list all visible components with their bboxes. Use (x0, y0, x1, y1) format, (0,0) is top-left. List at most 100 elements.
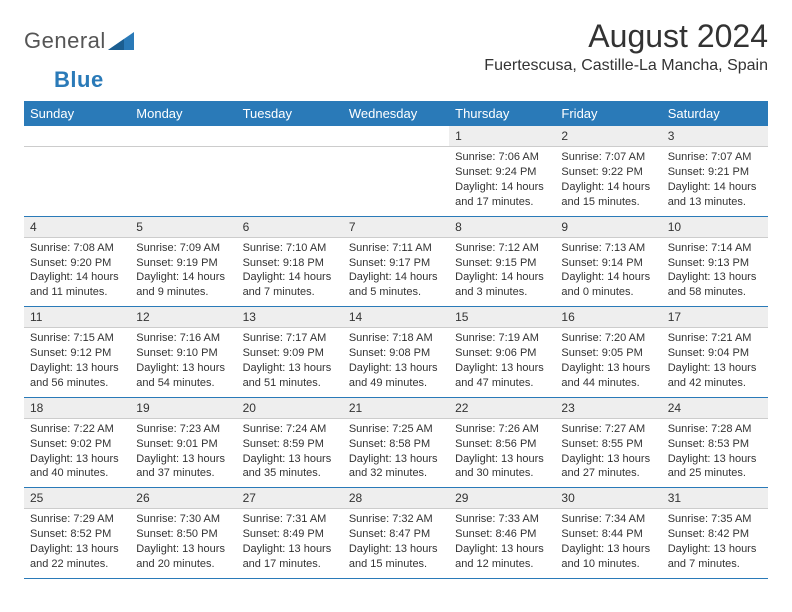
daylight-text: Daylight: 13 hours and 37 minutes. (136, 452, 230, 482)
daylight-text: Daylight: 13 hours and 27 minutes. (561, 452, 655, 482)
week-row: Sunrise: 7:15 AMSunset: 9:12 PMDaylight:… (24, 328, 768, 397)
day-content-cell: Sunrise: 7:29 AMSunset: 8:52 PMDaylight:… (24, 509, 130, 578)
day-content-cell: Sunrise: 7:17 AMSunset: 9:09 PMDaylight:… (237, 328, 343, 397)
sunset-text: Sunset: 9:18 PM (243, 256, 337, 271)
week-row: Sunrise: 7:22 AMSunset: 9:02 PMDaylight:… (24, 418, 768, 487)
sunset-text: Sunset: 9:09 PM (243, 346, 337, 361)
sunset-text: Sunset: 8:50 PM (136, 527, 230, 542)
day-number-cell: 14 (343, 307, 449, 328)
day-number-cell: 1 (449, 126, 555, 147)
sunset-text: Sunset: 8:55 PM (561, 437, 655, 452)
sunrise-text: Sunrise: 7:27 AM (561, 422, 655, 437)
daylight-text: Daylight: 14 hours and 17 minutes. (455, 180, 549, 210)
day-content-cell: Sunrise: 7:34 AMSunset: 8:44 PMDaylight:… (555, 509, 661, 578)
sunrise-text: Sunrise: 7:14 AM (668, 241, 762, 256)
day-number-cell: 30 (555, 488, 661, 509)
daylight-text: Daylight: 13 hours and 56 minutes. (30, 361, 124, 391)
day-content-cell: Sunrise: 7:06 AMSunset: 9:24 PMDaylight:… (449, 147, 555, 216)
sunset-text: Sunset: 9:19 PM (136, 256, 230, 271)
sunrise-text: Sunrise: 7:34 AM (561, 512, 655, 527)
day-number-cell: 15 (449, 307, 555, 328)
day-content-cell: Sunrise: 7:20 AMSunset: 9:05 PMDaylight:… (555, 328, 661, 397)
day-number-cell: 11 (24, 307, 130, 328)
sunset-text: Sunset: 8:44 PM (561, 527, 655, 542)
day-number-cell: 8 (449, 216, 555, 237)
daylight-text: Daylight: 13 hours and 20 minutes. (136, 542, 230, 572)
sunset-text: Sunset: 9:15 PM (455, 256, 549, 271)
sunset-text: Sunset: 9:21 PM (668, 165, 762, 180)
day-number-cell: 25 (24, 488, 130, 509)
sunset-text: Sunset: 9:06 PM (455, 346, 549, 361)
day-content-cell (343, 147, 449, 216)
day-content-cell (130, 147, 236, 216)
daylight-text: Daylight: 13 hours and 25 minutes. (668, 452, 762, 482)
sunrise-text: Sunrise: 7:33 AM (455, 512, 549, 527)
sunrise-text: Sunrise: 7:07 AM (561, 150, 655, 165)
sunrise-text: Sunrise: 7:16 AM (136, 331, 230, 346)
day-number-cell (237, 126, 343, 147)
weekday-header: Thursday (449, 101, 555, 126)
sunrise-text: Sunrise: 7:06 AM (455, 150, 549, 165)
daylight-text: Daylight: 14 hours and 11 minutes. (30, 270, 124, 300)
daylight-text: Daylight: 14 hours and 13 minutes. (668, 180, 762, 210)
day-content-cell: Sunrise: 7:08 AMSunset: 9:20 PMDaylight:… (24, 237, 130, 306)
sunrise-text: Sunrise: 7:20 AM (561, 331, 655, 346)
daylight-text: Daylight: 13 hours and 10 minutes. (561, 542, 655, 572)
day-content-cell: Sunrise: 7:14 AMSunset: 9:13 PMDaylight:… (662, 237, 768, 306)
daylight-text: Daylight: 13 hours and 12 minutes. (455, 542, 549, 572)
sunset-text: Sunset: 8:59 PM (243, 437, 337, 452)
sunset-text: Sunset: 9:12 PM (30, 346, 124, 361)
day-content-cell: Sunrise: 7:21 AMSunset: 9:04 PMDaylight:… (662, 328, 768, 397)
sunrise-text: Sunrise: 7:25 AM (349, 422, 443, 437)
day-number-row: 25262728293031 (24, 488, 768, 509)
sunset-text: Sunset: 9:13 PM (668, 256, 762, 271)
day-content-cell: Sunrise: 7:16 AMSunset: 9:10 PMDaylight:… (130, 328, 236, 397)
day-number-cell: 5 (130, 216, 236, 237)
sunset-text: Sunset: 9:05 PM (561, 346, 655, 361)
day-number-cell: 2 (555, 126, 661, 147)
sunrise-text: Sunrise: 7:08 AM (30, 241, 124, 256)
day-number-cell: 23 (555, 397, 661, 418)
sunset-text: Sunset: 9:08 PM (349, 346, 443, 361)
sunset-text: Sunset: 9:02 PM (30, 437, 124, 452)
daylight-text: Daylight: 13 hours and 32 minutes. (349, 452, 443, 482)
sunrise-text: Sunrise: 7:21 AM (668, 331, 762, 346)
daylight-text: Daylight: 13 hours and 47 minutes. (455, 361, 549, 391)
day-number-cell: 19 (130, 397, 236, 418)
day-content-cell: Sunrise: 7:09 AMSunset: 9:19 PMDaylight:… (130, 237, 236, 306)
day-number-cell (130, 126, 236, 147)
day-content-cell: Sunrise: 7:22 AMSunset: 9:02 PMDaylight:… (24, 418, 130, 487)
daylight-text: Daylight: 13 hours and 15 minutes. (349, 542, 443, 572)
month-title: August 2024 (484, 18, 768, 55)
sunrise-text: Sunrise: 7:32 AM (349, 512, 443, 527)
week-row: Sunrise: 7:06 AMSunset: 9:24 PMDaylight:… (24, 147, 768, 216)
daylight-text: Daylight: 13 hours and 42 minutes. (668, 361, 762, 391)
day-number-cell: 4 (24, 216, 130, 237)
sunset-text: Sunset: 8:42 PM (668, 527, 762, 542)
daylight-text: Daylight: 14 hours and 9 minutes. (136, 270, 230, 300)
sunset-text: Sunset: 8:49 PM (243, 527, 337, 542)
day-number-cell: 18 (24, 397, 130, 418)
day-content-cell: Sunrise: 7:28 AMSunset: 8:53 PMDaylight:… (662, 418, 768, 487)
day-content-cell: Sunrise: 7:33 AMSunset: 8:46 PMDaylight:… (449, 509, 555, 578)
day-content-cell: Sunrise: 7:19 AMSunset: 9:06 PMDaylight:… (449, 328, 555, 397)
daylight-text: Daylight: 13 hours and 30 minutes. (455, 452, 549, 482)
day-number-cell: 10 (662, 216, 768, 237)
sunset-text: Sunset: 8:52 PM (30, 527, 124, 542)
daylight-text: Daylight: 13 hours and 51 minutes. (243, 361, 337, 391)
daylight-text: Daylight: 13 hours and 58 minutes. (668, 270, 762, 300)
sunrise-text: Sunrise: 7:11 AM (349, 241, 443, 256)
daylight-text: Daylight: 13 hours and 44 minutes. (561, 361, 655, 391)
sunrise-text: Sunrise: 7:19 AM (455, 331, 549, 346)
day-content-cell: Sunrise: 7:18 AMSunset: 9:08 PMDaylight:… (343, 328, 449, 397)
day-content-cell: Sunrise: 7:12 AMSunset: 9:15 PMDaylight:… (449, 237, 555, 306)
day-number-row: 11121314151617 (24, 307, 768, 328)
brand-logo: General (24, 28, 136, 54)
day-number-cell: 27 (237, 488, 343, 509)
week-row: Sunrise: 7:29 AMSunset: 8:52 PMDaylight:… (24, 509, 768, 578)
day-content-cell: Sunrise: 7:26 AMSunset: 8:56 PMDaylight:… (449, 418, 555, 487)
sunset-text: Sunset: 8:58 PM (349, 437, 443, 452)
sunrise-text: Sunrise: 7:30 AM (136, 512, 230, 527)
day-content-cell: Sunrise: 7:07 AMSunset: 9:22 PMDaylight:… (555, 147, 661, 216)
sunrise-text: Sunrise: 7:07 AM (668, 150, 762, 165)
